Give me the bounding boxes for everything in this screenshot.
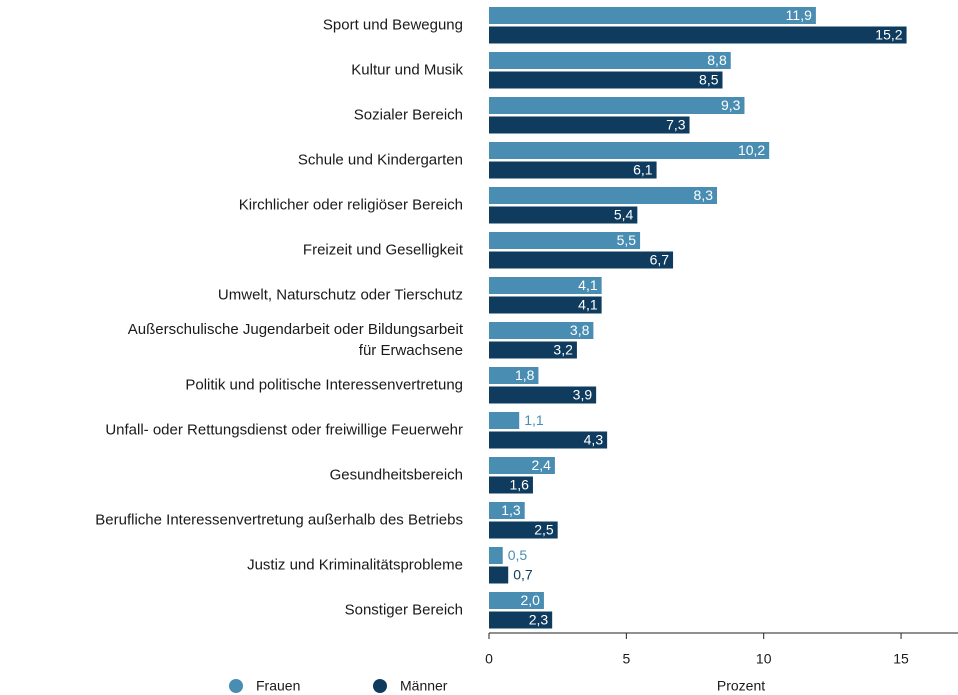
value-label: 0,7 bbox=[513, 567, 533, 583]
bar bbox=[489, 367, 539, 384]
category-label: Justiz und Kriminalitätsprobleme bbox=[247, 556, 463, 573]
value-label: 1,8 bbox=[515, 367, 535, 383]
category-label: Umwelt, Naturschutz oder Tierschutz bbox=[217, 286, 463, 303]
x-tick-label: 5 bbox=[622, 651, 630, 667]
value-label: 8,3 bbox=[694, 187, 714, 203]
value-label: 9,3 bbox=[721, 97, 741, 113]
bar bbox=[489, 206, 638, 224]
value-label: 1,3 bbox=[501, 502, 521, 518]
bar bbox=[489, 341, 577, 359]
category-label: Kultur und Musik bbox=[351, 61, 463, 78]
bar bbox=[489, 296, 602, 314]
value-label: 6,1 bbox=[633, 162, 653, 178]
value-label: 4,1 bbox=[578, 297, 598, 313]
category-label: Unfall- oder Rettungsdienst oder freiwil… bbox=[105, 421, 463, 438]
x-tick-label: 0 bbox=[485, 651, 493, 667]
category-label: Berufliche Interessenvertretung außerhal… bbox=[95, 511, 463, 528]
category-label: Sport und Bewegung bbox=[322, 16, 463, 33]
value-label: 7,3 bbox=[666, 117, 686, 133]
value-label: 15,2 bbox=[875, 27, 902, 43]
value-label: 4,3 bbox=[584, 432, 604, 448]
bar bbox=[489, 322, 594, 339]
category-label: Politik und politische Interessenvertret… bbox=[185, 376, 463, 393]
bar bbox=[489, 232, 641, 249]
bar bbox=[489, 277, 602, 294]
legend-label: Männer bbox=[400, 678, 448, 694]
bar bbox=[489, 71, 723, 89]
category-label: Außerschulische Jugendarbeit oder Bildun… bbox=[127, 320, 463, 359]
bar bbox=[489, 611, 553, 629]
category-label: Schule und Kindergarten bbox=[297, 151, 463, 168]
category-label: Sozialer Bereich bbox=[353, 106, 463, 123]
bar bbox=[489, 412, 520, 429]
value-label: 8,5 bbox=[699, 72, 719, 88]
bar bbox=[489, 7, 816, 24]
x-tick-label: 15 bbox=[893, 651, 909, 667]
category-label: Sonstiger Bereich bbox=[344, 601, 463, 618]
legend-marker bbox=[229, 679, 243, 693]
value-label: 5,4 bbox=[614, 207, 634, 223]
bar bbox=[489, 142, 770, 159]
x-axis-label: Prozent bbox=[717, 678, 765, 694]
value-label: 10,2 bbox=[738, 142, 765, 158]
bar bbox=[489, 502, 525, 519]
category-label: Kirchlicher oder religiöser Bereich bbox=[238, 196, 463, 213]
bar bbox=[489, 431, 608, 449]
bar bbox=[489, 97, 745, 114]
bar bbox=[489, 251, 674, 269]
bar bbox=[489, 161, 657, 179]
x-tick-label: 10 bbox=[756, 651, 772, 667]
bar bbox=[489, 187, 718, 204]
bar bbox=[489, 457, 555, 474]
bar bbox=[489, 116, 690, 134]
legend-label: Frauen bbox=[256, 678, 300, 694]
bar bbox=[489, 476, 533, 494]
bar bbox=[489, 26, 907, 44]
value-label: 5,5 bbox=[617, 232, 637, 248]
value-label: 0,5 bbox=[508, 547, 528, 563]
bar bbox=[489, 52, 731, 69]
value-label: 1,6 bbox=[509, 477, 529, 493]
value-label: 6,7 bbox=[650, 252, 670, 268]
bar bbox=[489, 386, 597, 404]
legend-marker bbox=[373, 679, 387, 693]
value-label: 4,1 bbox=[578, 277, 598, 293]
value-label: 2,0 bbox=[520, 592, 540, 608]
value-label: 3,8 bbox=[570, 322, 590, 338]
value-label: 2,5 bbox=[534, 522, 554, 538]
value-label: 3,9 bbox=[573, 387, 593, 403]
bar bbox=[489, 547, 503, 564]
value-label: 11,9 bbox=[786, 7, 812, 23]
value-label: 8,8 bbox=[707, 52, 727, 68]
value-label: 2,3 bbox=[529, 612, 549, 628]
bar bbox=[489, 521, 558, 539]
value-label: 1,1 bbox=[524, 412, 544, 428]
bar bbox=[489, 566, 509, 584]
value-label: 3,2 bbox=[553, 342, 573, 358]
value-label: 2,4 bbox=[531, 457, 551, 473]
category-label: Gesundheitsbereich bbox=[329, 466, 463, 483]
bar bbox=[489, 592, 544, 609]
category-label: Freizeit und Geselligkeit bbox=[302, 241, 463, 258]
